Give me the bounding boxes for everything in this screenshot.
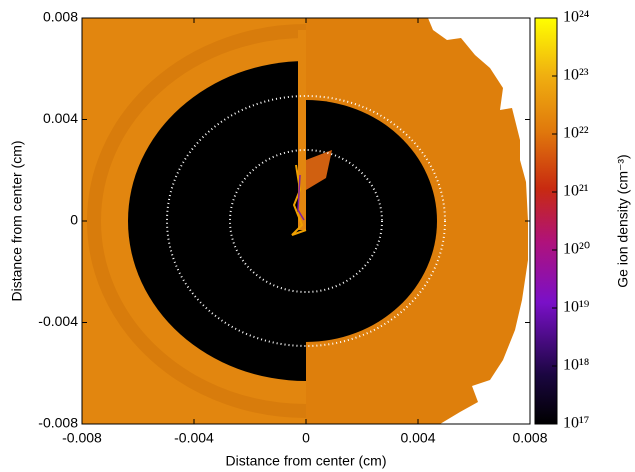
colorbar-tick-label: 10²⁰ — [563, 241, 590, 258]
y-tick-label: -0.004 — [38, 313, 78, 329]
x-tick-label: 0.008 — [512, 430, 547, 446]
colorbar-ticks: 10¹⁷ 10¹⁸ 10¹⁹ 10²⁰ 10²¹ 10²² 10²³ 10²⁴ — [552, 9, 590, 432]
colorbar — [534, 17, 558, 425]
colorbar-tick-label: 10²⁴ — [563, 9, 590, 26]
colorbar-tick-label: 10²³ — [563, 67, 589, 84]
colorbar-tick-label: 10¹⁸ — [563, 357, 589, 374]
colorbar-tick-label: 10¹⁹ — [563, 299, 590, 316]
x-tick-label: 0.004 — [400, 430, 435, 446]
y-tick-label: -0.008 — [38, 415, 78, 431]
colorbar-label: Ge ion density (cm⁻³) — [615, 154, 631, 287]
colorbar-tick-label: 10¹⁷ — [563, 415, 589, 432]
y-tick-label: 0 — [70, 212, 78, 228]
heatmap-image — [82, 18, 528, 424]
x-axis-label: Distance from center (cm) — [225, 453, 386, 469]
x-tick-label: 0 — [302, 430, 310, 446]
y-tick-label: 0.004 — [43, 110, 78, 126]
x-tick-label: -0.008 — [62, 430, 102, 446]
colorbar-tick-label: 10²² — [563, 125, 589, 142]
colorbar-tick-label: 10²¹ — [563, 183, 589, 200]
x-tick-label: -0.004 — [174, 430, 214, 446]
y-tick-label: 0.008 — [43, 9, 78, 25]
y-axis-label: Distance from center (cm) — [9, 140, 25, 301]
